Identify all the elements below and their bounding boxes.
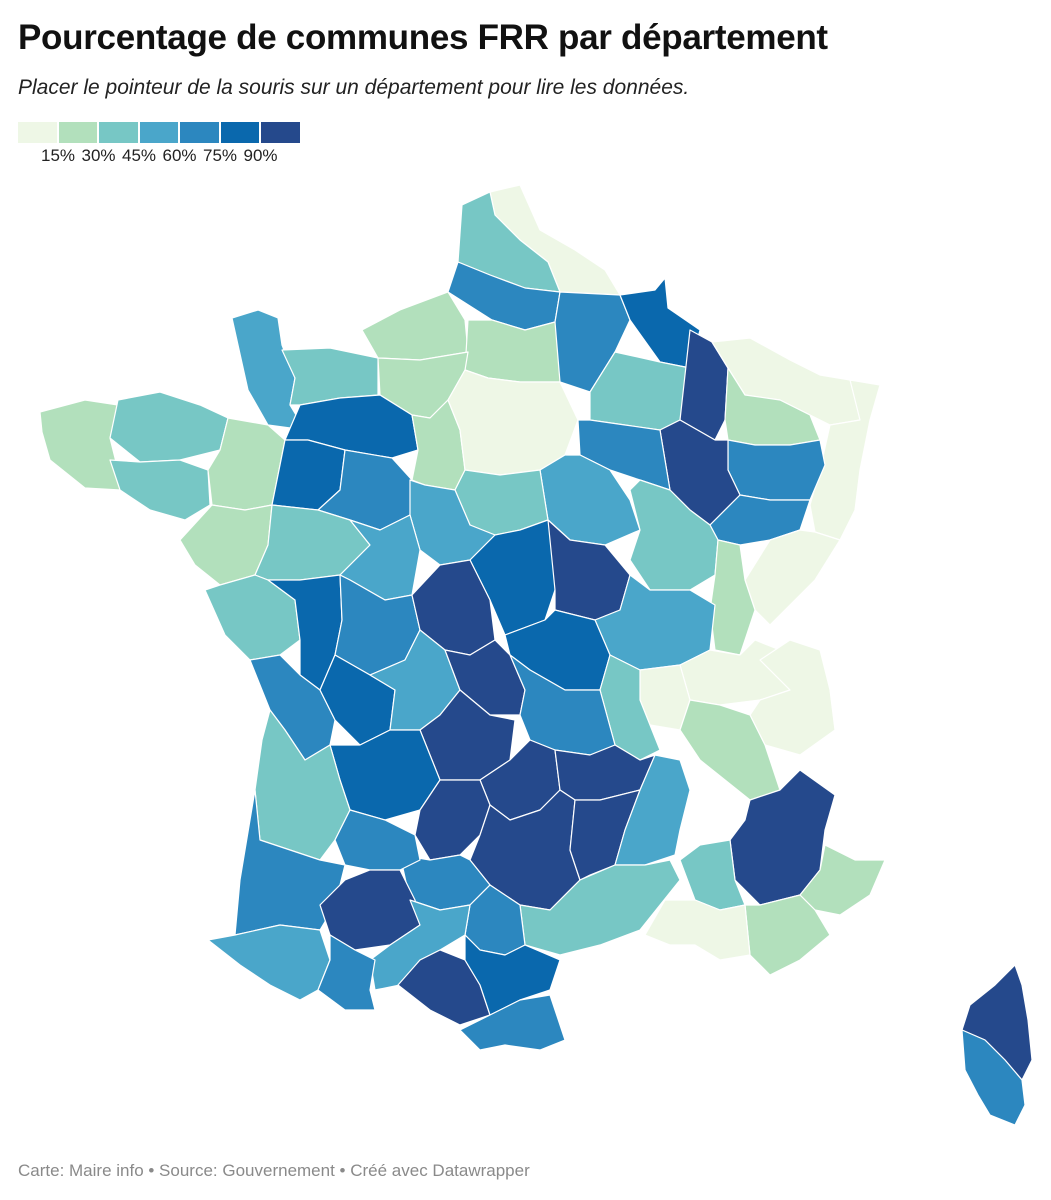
dept-ardennes[interactable] bbox=[619, 277, 701, 369]
dept-var[interactable] bbox=[744, 894, 831, 976]
dept-pyrenees-orientales[interactable] bbox=[459, 994, 566, 1051]
footer-credit: Carte: Maire info • Source: Gouvernement… bbox=[18, 1161, 530, 1180]
legend-tick-15: 15% bbox=[40, 146, 76, 165]
dept-morbihan[interactable] bbox=[109, 459, 211, 521]
france-map[interactable] bbox=[0, 170, 1051, 1155]
dept-seine-maritime[interactable] bbox=[361, 291, 469, 361]
france-map-svg[interactable] bbox=[0, 170, 1051, 1150]
color-legend: 15% 30% 45% 60% 75% 90% bbox=[18, 122, 308, 165]
dept-gard-herault[interactable] bbox=[519, 859, 681, 956]
legend-tick-60: 60% bbox=[162, 146, 197, 165]
legend-swatch-3 bbox=[99, 122, 140, 143]
legend-swatch-6 bbox=[220, 122, 261, 143]
legend-swatch-5 bbox=[180, 122, 221, 143]
dept-jura[interactable] bbox=[709, 539, 756, 656]
dept-bouches-du-rhone-vaucluse[interactable] bbox=[644, 899, 751, 961]
legend-tick-45: 45% bbox=[121, 146, 157, 165]
dept-lot-et-garonne[interactable] bbox=[334, 809, 421, 871]
chart-title: Pourcentage de communes FRR par départem… bbox=[18, 18, 828, 57]
dept-hautes-pyrenees[interactable] bbox=[317, 934, 376, 1011]
legend-swatch-4 bbox=[139, 122, 180, 143]
legend-tick-90: 90% bbox=[243, 146, 278, 165]
legend-tick-labels: 15% 30% 45% 60% 75% 90% bbox=[18, 143, 308, 165]
legend-swatch-1 bbox=[18, 122, 59, 143]
dept-corse-du-sud[interactable] bbox=[961, 1029, 1026, 1126]
dept-drome[interactable] bbox=[614, 754, 691, 866]
dept-aude[interactable] bbox=[464, 934, 561, 1016]
dept-territoire-doubs[interactable] bbox=[744, 529, 841, 626]
legend-swatch-7 bbox=[261, 122, 302, 143]
dept-oise[interactable] bbox=[464, 319, 561, 383]
legend-swatches bbox=[18, 122, 308, 143]
dept-ile-de-france[interactable] bbox=[447, 369, 579, 476]
legend-tick-75: 75% bbox=[202, 146, 238, 165]
dept-haute-savoie-savoie[interactable] bbox=[749, 639, 836, 756]
dept-finistere[interactable] bbox=[39, 399, 121, 491]
chart-subtitle: Placer le pointeur de la souris sur un d… bbox=[18, 76, 690, 99]
dept-isere[interactable] bbox=[679, 699, 781, 801]
legend-swatch-2 bbox=[58, 122, 99, 143]
legend-tick-30: 30% bbox=[81, 146, 116, 165]
dept-vosges[interactable] bbox=[727, 439, 826, 501]
dept-pyrenees-atlantiques[interactable] bbox=[207, 924, 331, 1001]
dept-cotes-armor[interactable] bbox=[109, 391, 229, 463]
